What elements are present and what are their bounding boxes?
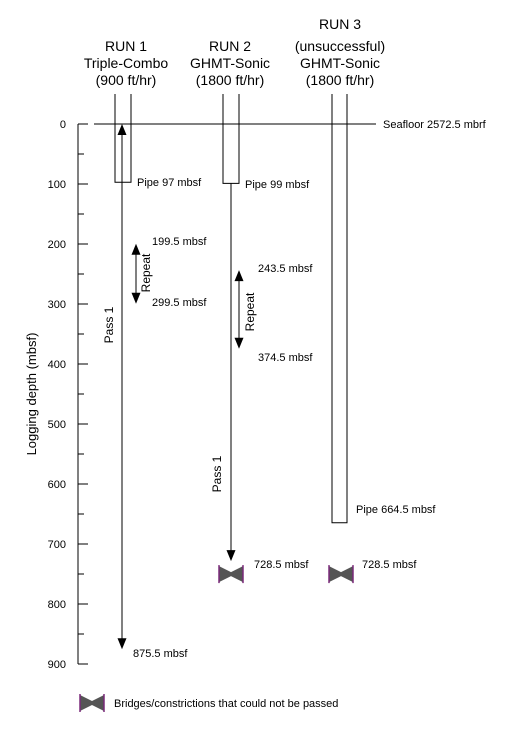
run-1-speed: (900 ft/hr) [96, 72, 157, 88]
repeat-run-2-label: Repeat [243, 292, 257, 331]
repeat-run-1-arrowhead-top [131, 243, 141, 255]
depth-tick-label: 400 [48, 359, 66, 371]
pipe-run-2: Pipe 99 mbsf [222, 94, 310, 191]
depth-tick-label: 700 [48, 539, 66, 551]
depth-axis: 0 100 200 300 400 500 600 700 800 900 Logging dep… [24, 119, 88, 671]
pass-run-2-label: Pass 1 [210, 455, 224, 492]
pipe-run-2-label: Pipe 99 mbsf [245, 179, 310, 191]
run-3-speed: (1800 ft/hr) [306, 72, 374, 88]
bridge-run-3: 728.5 mbsf [328, 559, 417, 584]
pass-run-1: Pass 1 875.5 mbsf [102, 124, 188, 660]
pipe-run-1-label: Pipe 97 mbsf [137, 177, 202, 189]
depth-tick-label: 500 [48, 419, 66, 431]
repeat-run-1-label: Repeat [139, 253, 153, 292]
depth-axis-ticks: 0 100 200 300 400 500 600 700 800 900 [48, 119, 88, 671]
repeat-run-1-top-label: 199.5 mbsf [152, 236, 207, 248]
run-2-speed: (1800 ft/hr) [196, 72, 264, 88]
depth-tick-label: 900 [48, 659, 66, 671]
pass-run-1-label: Pass 1 [102, 306, 116, 343]
pass-run-1-bottom-label: 875.5 mbsf [133, 648, 188, 660]
run-2-title: RUN 2 [209, 38, 251, 54]
pass-run-2: Pass 1 [210, 183, 236, 562]
depth-tick-label: 800 [48, 599, 66, 611]
bridge-shape [80, 695, 104, 711]
bridge-run-2: 728.5 mbsf [218, 559, 309, 584]
bridge-shape [219, 566, 243, 583]
repeat-run-2-arrowhead-bottom [234, 337, 244, 349]
bridge-run-3-label: 728.5 mbsf [362, 559, 417, 571]
pipe-run-3-label: Pipe 664.5 mbsf [356, 504, 436, 516]
depth-tick-label: 0 [60, 119, 66, 131]
legend-label: Bridges/constrictions that could not be … [114, 698, 338, 710]
repeat-run-2-top-label: 243.5 mbsf [258, 263, 313, 275]
repeat-run-2: Repeat 243.5 mbsf 374.5 mbsf [234, 263, 313, 364]
depth-tick-label: 200 [48, 239, 66, 251]
run-3-title: RUN 3 [319, 16, 361, 32]
pipe-run-2-outline [222, 94, 240, 184]
repeat-run-1-bottom-label: 299.5 mbsf [152, 297, 207, 309]
legend: Bridges/constrictions that could not be … [79, 694, 338, 712]
run-3-tool: GHMT-Sonic [300, 55, 380, 71]
run-1-tool: Triple-Combo [84, 55, 168, 71]
pipe-run-3: Pipe 664.5 mbsf [331, 94, 436, 524]
run-3-status: (unsuccessful) [295, 38, 385, 54]
repeat-run-2-bottom-label: 374.5 mbsf [258, 352, 313, 364]
pass-run-1-arrowhead-top [117, 124, 127, 135]
pipe-run-1: Pipe 97 mbsf [114, 94, 202, 189]
bridge-run-2-label: 728.5 mbsf [254, 559, 309, 571]
depth-tick-label: 600 [48, 479, 66, 491]
depth-tick-label: 300 [48, 299, 66, 311]
bridge-icon [328, 565, 354, 584]
seafloor-label: Seafloor 2572.5 mbrf [383, 119, 487, 131]
run-1-header: RUN 1 Triple-Combo (900 ft/hr) [84, 38, 168, 88]
run-1-title: RUN 1 [105, 38, 147, 54]
repeat-run-1-arrowhead-bottom [131, 292, 141, 304]
pipe-run-1-outline [114, 94, 132, 183]
repeat-run-1: Repeat 199.5 mbsf 299.5 mbsf [131, 236, 207, 309]
pipe-run-3-outline [331, 94, 348, 524]
run-3-header: RUN 3 (unsuccessful) GHMT-Sonic (1800 ft… [295, 16, 385, 88]
run-2-tool: GHMT-Sonic [190, 55, 270, 71]
pass-run-1-arrowhead-bottom [117, 638, 127, 650]
bridge-shape [329, 566, 353, 583]
depth-tick-label: 100 [48, 179, 66, 191]
bridge-icon [79, 694, 105, 712]
bridge-icon [218, 565, 244, 584]
run-2-header: RUN 2 GHMT-Sonic (1800 ft/hr) [190, 38, 270, 88]
depth-axis-label: Logging depth (mbsf) [24, 333, 39, 456]
pass-run-2-arrowhead-bottom [226, 550, 236, 562]
repeat-run-2-arrowhead-top [234, 270, 244, 282]
